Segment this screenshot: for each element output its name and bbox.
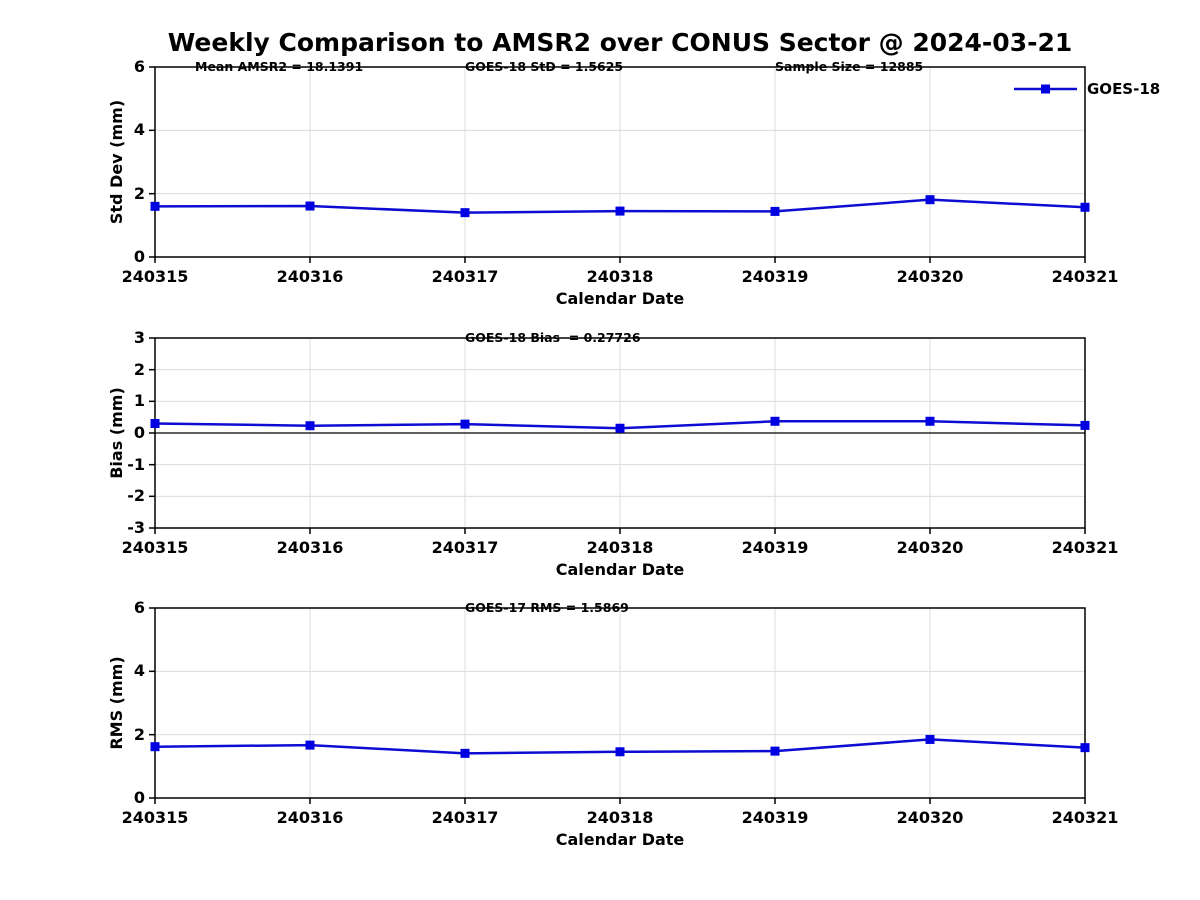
x-tick-label: 240315 [121,808,189,827]
legend-square-marker-icon [1041,84,1050,94]
plot-annotation: Sample Size = 12885 [775,59,924,74]
plot-annotations-rms: GOES-17 RMS = 1.5869 [155,598,1085,618]
y-tick-labels-bias: -3 -2 -1 0 1 2 3 [85,328,145,537]
plot-annotations-bias: GOES-18 Bias = 0.27726 [155,328,1085,348]
x-axis-label-rms: Calendar Date [555,830,685,849]
x-tick-labels-rms: 240315 240316 240317 240318 240319 240320 2403… [122,808,1119,829]
data-point-marker [460,208,470,218]
plot-annotation: GOES-17 RMS = 1.5869 [465,600,629,615]
x-tick-label: 240321 [1051,538,1119,557]
data-point-marker [615,206,625,216]
data-point-marker [460,748,470,758]
data-point-marker [1080,420,1090,430]
y-tick-label: 0 [133,788,145,807]
legend: GOES-18 [1013,81,1160,97]
data-point-marker [305,740,315,750]
x-tick-label: 240320 [896,538,964,557]
x-tick-label: 240318 [586,808,654,827]
y-tick-label: 0 [133,423,145,442]
y-tick-labels-stddev: 0 2 4 6 [85,57,145,266]
data-point-marker [925,416,935,426]
data-point-marker [615,423,625,433]
x-tick-label: 240315 [121,267,189,286]
y-tick-label: 3 [133,328,145,347]
x-tick-label: 240316 [276,808,344,827]
data-point-marker [770,746,780,756]
data-point-marker [1080,202,1090,212]
data-point-marker [305,421,315,431]
x-tick-label: 240318 [586,538,654,557]
x-tick-label: 240317 [431,267,499,286]
plot-annotations-stddev: Mean AMSR2 = 18.1391 GOES-18 StD = 1.5625… [155,57,1085,77]
data-point-marker [770,206,780,216]
plot-annotation: GOES-18 Bias = 0.27726 [465,330,641,345]
x-tick-label: 240319 [741,267,809,286]
x-tick-label: 240320 [896,267,964,286]
x-axis-label-stddev: Calendar Date [555,289,685,308]
plot-annotation: Mean AMSR2 = 18.1391 [195,59,364,74]
y-tick-label: 2 [133,724,145,744]
y-tick-label: -2 [127,486,145,506]
y-tick-label: -3 [127,518,145,537]
data-point-marker [150,419,160,428]
x-tick-label: 240320 [896,808,964,827]
x-tick-label: 240317 [431,538,499,557]
x-tick-label: 240319 [741,538,809,557]
y-tick-label: 1 [133,391,145,411]
x-tick-label: 240317 [431,808,499,827]
x-tick-label: 240321 [1051,808,1119,827]
y-tick-label: 2 [133,359,145,379]
y-tick-labels-rms: 0 2 4 6 [85,598,145,807]
data-point-marker [150,201,160,211]
data-point-marker [150,742,160,752]
data-point-marker [925,195,935,205]
legend-line-sample [1014,84,1077,94]
x-tick-label: 240321 [1051,267,1119,286]
x-tick-labels-stddev: 240315 240316 240317 240318 240319 240320 2403… [122,267,1119,288]
y-tick-label: -1 [127,454,145,474]
plot-area-stddev [149,66,1090,263]
data-point-marker [305,201,315,211]
data-point-marker [925,734,935,744]
x-tick-labels-bias: 240315 240316 240317 240318 240319 240320 2403… [122,538,1119,559]
y-tick-label: 4 [133,120,145,140]
legend-label: GOES-18 [1087,80,1161,98]
y-tick-label: 6 [133,598,145,617]
x-axis-label-bias: Calendar Date [555,560,685,579]
y-tick-label: 6 [133,57,145,76]
figure-title: Weekly Comparison to AMSR2 over CONUS Se… [167,28,1073,57]
y-tick-label: 0 [133,247,145,266]
x-tick-label: 240319 [741,808,809,827]
data-point-marker [1080,743,1090,753]
data-point-marker [460,419,470,429]
plot-area-rms [149,607,1090,804]
data-point-marker [770,416,780,426]
x-tick-label: 240315 [121,538,189,557]
plot-area-bias [149,337,1090,534]
y-tick-label: 2 [133,183,145,203]
plot-annotation: GOES-18 StD = 1.5625 [465,59,624,74]
y-tick-label: 4 [133,661,145,681]
data-point-marker [615,747,625,757]
x-tick-label: 240318 [586,267,654,286]
x-tick-label: 240316 [276,538,344,557]
x-tick-label: 240316 [276,267,344,286]
